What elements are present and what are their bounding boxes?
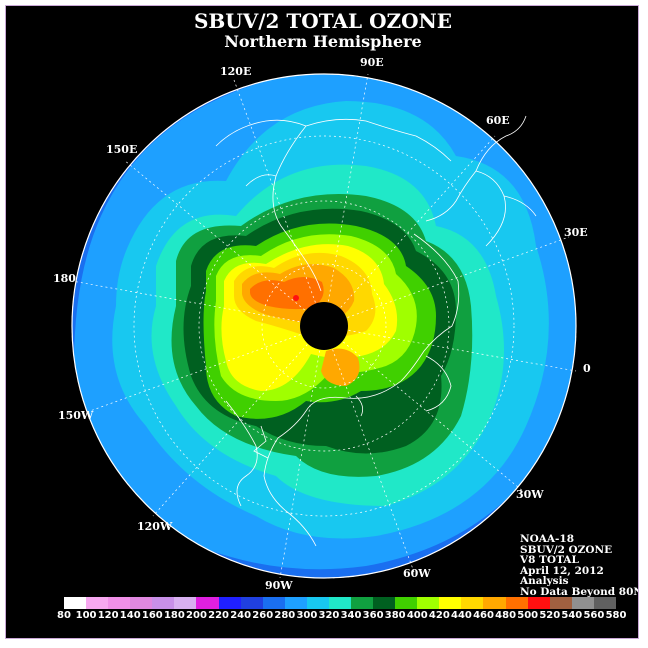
legend-swatch	[152, 597, 175, 609]
info-product: Analysis	[520, 575, 569, 588]
legend-swatch	[395, 597, 418, 609]
legend-tick-labels: 80 100 120 140 160 180 200 220 240 260 280 300 320 34…	[56, 610, 626, 624]
legend-tick-label: 440	[451, 610, 472, 621]
legend-tick-label: 320	[318, 610, 340, 621]
legend-swatch	[86, 597, 109, 609]
legend-tick-label: 560	[583, 610, 605, 621]
lon-label-150e: 150E	[106, 143, 138, 156]
lon-label-60w: 60W	[403, 567, 431, 580]
color-legend	[64, 597, 616, 609]
legend-swatch	[262, 597, 285, 609]
legend-tick-label: 500	[517, 610, 539, 621]
legend-tick-label: 200	[186, 610, 207, 621]
legend-tick-label: 140	[119, 610, 141, 621]
info-coverage-note: No Data Beyond 80N	[520, 585, 639, 598]
map-title: SBUV/2 TOTAL OZONE	[193, 9, 453, 33]
legend-tick-label: 340	[340, 610, 362, 621]
legend-swatch	[64, 597, 87, 609]
info-version: V8 TOTAL	[520, 554, 579, 567]
legend-swatch	[593, 597, 616, 609]
ozone-map-window: SBUV/2 TOTAL OZONE Northern Hemisphere	[5, 5, 639, 639]
legend-swatch	[240, 597, 263, 609]
legend-swatch	[373, 597, 396, 609]
legend-tick-label: 260	[252, 610, 274, 621]
legend-swatch	[351, 597, 374, 609]
legend-tick-label: 100	[75, 610, 97, 621]
lon-label-120e: 120E	[220, 65, 252, 78]
legend-swatch	[284, 597, 307, 609]
legend-swatch	[196, 597, 219, 609]
ozone-maximum	[293, 295, 299, 301]
legend-swatch	[461, 597, 484, 609]
lon-label-0: 0	[583, 362, 591, 375]
legend-tick-label: 360	[362, 610, 384, 621]
polar-ozone-map	[71, 73, 577, 579]
lon-label-180: 180	[53, 272, 76, 285]
no-data-polar-cap	[300, 302, 348, 350]
legend-tick-label: 580	[605, 610, 627, 621]
map-edge	[71, 73, 577, 579]
lon-label-120w: 120W	[137, 520, 173, 533]
info-instrument: SBUV/2 OZONE	[520, 543, 613, 556]
legend-swatch	[130, 597, 153, 609]
legend-tick-label: 380	[384, 610, 406, 621]
legend-tick-label: 520	[539, 610, 561, 621]
legend-swatch	[218, 597, 241, 609]
legend-tick-label: 280	[274, 610, 296, 621]
legend-tick-label: 300	[296, 610, 318, 621]
lon-label-90w: 90W	[265, 579, 293, 592]
legend-tick-label: 460	[473, 610, 494, 621]
ozone-band-460-secondary	[321, 348, 360, 386]
ozone-band-480	[250, 277, 324, 310]
legend-swatch	[328, 597, 352, 609]
legend-tick-label: 400	[406, 610, 428, 621]
lon-label-90e: 90E	[360, 56, 384, 69]
data-info-block: NOAA-18 SBUV/2 OZONE V8 TOTAL April 12, …	[520, 533, 639, 598]
legend-swatch	[108, 597, 131, 609]
legend-swatch	[505, 597, 528, 609]
legend-swatch	[571, 597, 594, 609]
legend-tick-label: 120	[97, 610, 119, 621]
coastlines	[215, 115, 537, 547]
legend-swatch	[527, 597, 550, 609]
legend-tick-label: 180	[163, 610, 185, 621]
lon-label-60e: 60E	[486, 114, 510, 127]
lon-label-150w: 150W	[58, 409, 94, 422]
legend-swatch	[174, 597, 197, 609]
info-satellite: NOAA-18	[520, 533, 575, 545]
legend-tick-label: 420	[428, 610, 450, 621]
legend-tick-label: 480	[495, 610, 517, 621]
legend-tick-label: 80	[57, 610, 71, 621]
legend-swatch	[483, 597, 506, 609]
map-subtitle: Northern Hemisphere	[224, 32, 422, 51]
legend-tick-label: 160	[141, 610, 163, 621]
legend-tick-label: 240	[230, 610, 252, 621]
legend-swatch	[439, 597, 462, 609]
lon-label-30e: 30E	[564, 226, 588, 239]
legend-swatch	[417, 597, 440, 609]
lon-label-30w: 30W	[516, 488, 544, 501]
legend-tick-label: 540	[561, 610, 583, 621]
legend-swatch	[306, 597, 329, 609]
info-date: April 12, 2012	[520, 564, 604, 577]
legend-tick-label: 220	[208, 610, 229, 621]
legend-swatch	[549, 597, 572, 609]
